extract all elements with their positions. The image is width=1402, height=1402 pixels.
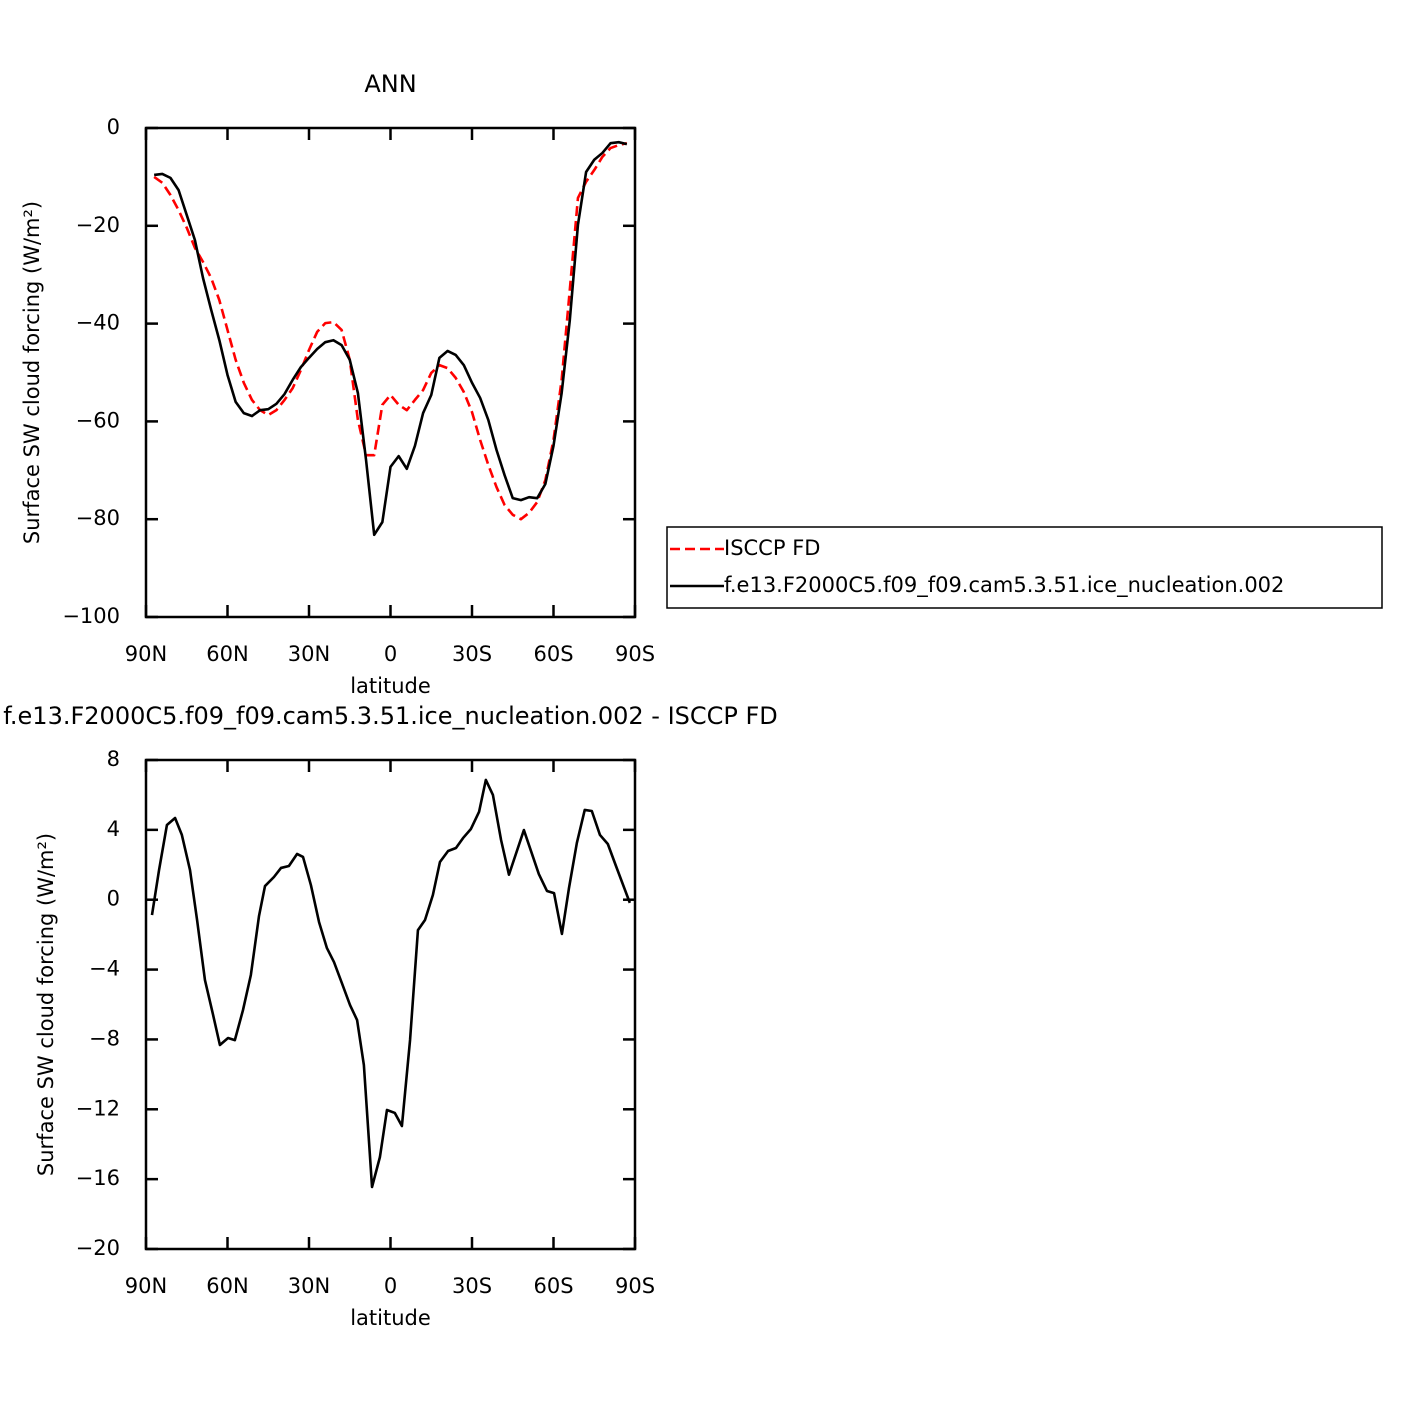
y-tick-label: −60 xyxy=(76,408,120,432)
chart-title: f.e13.F2000C5.f09_f09.cam5.3.51.ice_nucl… xyxy=(3,702,778,730)
y-tick-label: −16 xyxy=(76,1166,120,1190)
x-axis-label: latitude xyxy=(350,1306,431,1330)
x-tick-label: 0 xyxy=(384,642,397,666)
x-tick-label: 60S xyxy=(533,642,573,666)
legend-label: f.e13.F2000C5.f09_f09.cam5.3.51.ice_nucl… xyxy=(724,573,1284,598)
y-tick-label: −8 xyxy=(89,1026,120,1050)
plot-frame xyxy=(144,126,637,619)
y-tick-label: 4 xyxy=(107,817,120,841)
x-tick-label: 0 xyxy=(384,1274,397,1298)
y-tick-label: −20 xyxy=(76,1236,120,1260)
y-tick-label: 0 xyxy=(107,887,120,911)
data-line xyxy=(150,778,632,1189)
plot-frame xyxy=(144,758,637,1251)
x-tick-label: 90N xyxy=(125,1274,167,1298)
y-tick-label: 0 xyxy=(107,115,120,139)
y-tick-label: −40 xyxy=(76,311,120,335)
y-tick-label: 8 xyxy=(107,747,120,771)
x-tick-label: 30S xyxy=(452,1274,492,1298)
x-tick-label: 90N xyxy=(125,642,167,666)
x-tick-label: 90S xyxy=(615,642,655,666)
y-tick-label: −80 xyxy=(76,506,120,530)
y-tick-label: −12 xyxy=(76,1096,120,1120)
chart-title: ANN xyxy=(364,70,416,98)
x-tick-label: 60S xyxy=(533,1274,573,1298)
legend-label: ISCCP FD xyxy=(724,536,820,560)
x-tick-label: 30N xyxy=(288,642,330,666)
x-axis-label: latitude xyxy=(350,674,431,698)
legend-box xyxy=(666,526,1383,609)
y-tick-label: −20 xyxy=(76,213,120,237)
x-tick-label: 30N xyxy=(288,1274,330,1298)
x-tick-label: 30S xyxy=(452,642,492,666)
y-axis-label: Surface SW cloud forcing (W/m²) xyxy=(20,201,44,544)
x-tick-label: 90S xyxy=(615,1274,655,1298)
x-tick-label: 60N xyxy=(206,642,248,666)
data-line xyxy=(153,141,628,521)
y-tick-label: −100 xyxy=(62,604,120,628)
data-line xyxy=(153,140,628,537)
y-axis-label: Surface SW cloud forcing (W/m²) xyxy=(34,833,58,1176)
y-tick-label: −4 xyxy=(89,957,120,981)
x-tick-label: 60N xyxy=(206,1274,248,1298)
